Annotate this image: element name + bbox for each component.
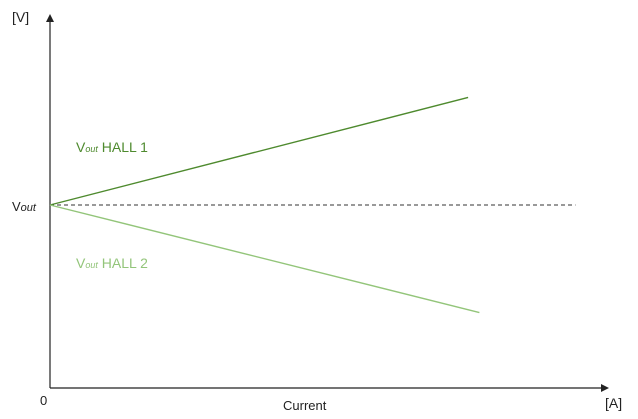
series-label-hall-1-rest: HALL 1 — [98, 139, 148, 155]
series-label-hall-1: Vout HALL 1 — [76, 139, 148, 155]
y-axis-unit-label: [V] — [12, 9, 29, 25]
x-axis-title: Current — [283, 398, 327, 413]
reference-tick-label: Vout — [12, 199, 37, 214]
reference-tick-label-main: V — [12, 199, 21, 214]
origin-label: 0 — [40, 393, 47, 408]
reference-tick-label-sub: out — [21, 202, 37, 214]
series-line-hall-1 — [49, 96, 469, 206]
series-label-hall-2-sub: out — [85, 260, 98, 270]
series-line-hall-2 — [49, 204, 480, 314]
series-label-hall-1-main: V — [76, 139, 86, 155]
series-label-hall-2: Vout HALL 2 — [76, 255, 148, 271]
series-label-hall-2-main: V — [76, 255, 86, 271]
x-axis-unit-label: [A] — [605, 395, 622, 411]
series-label-hall-2-rest: HALL 2 — [98, 255, 148, 271]
series-label-hall-1-sub: out — [85, 144, 98, 154]
